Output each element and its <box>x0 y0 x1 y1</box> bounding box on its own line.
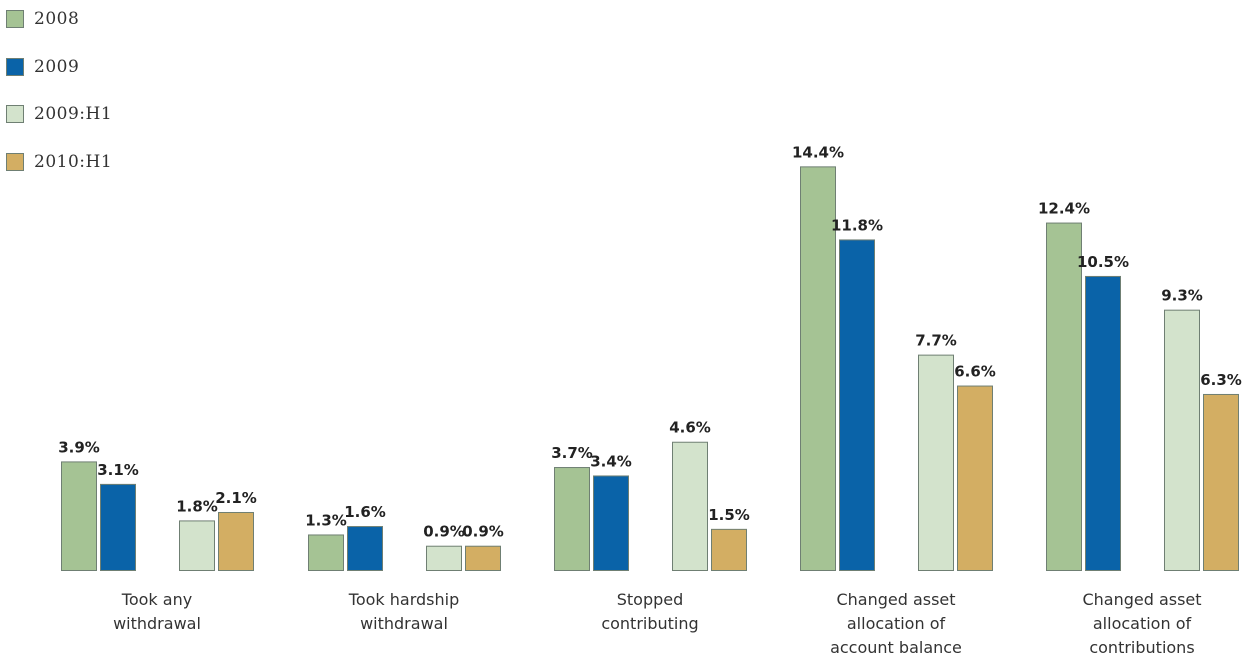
bar-value-label-2009-h1-cat1: 1.8% <box>176 497 218 515</box>
bar-2008-cat1 <box>61 461 97 571</box>
bar-2009-h1-cat1 <box>179 520 215 571</box>
bar-2009-cat4 <box>839 239 875 571</box>
bar-2010-h1-cat1 <box>218 511 254 571</box>
bar-value-label-2010-h1-cat1: 2.1% <box>215 489 257 507</box>
category-label-2: Took hardship withdrawal <box>348 590 459 633</box>
bar-2008-cat2 <box>308 534 344 571</box>
bar-2010-h1-cat4 <box>957 385 993 572</box>
bar-value-label-2009-cat1: 3.1% <box>97 461 139 479</box>
category-label-1: Took any withdrawal <box>113 590 201 633</box>
bar-2008-cat3 <box>554 467 590 571</box>
legend-label-2008: 2008 <box>34 9 80 29</box>
bar-2009-cat5 <box>1085 275 1121 571</box>
legend-swatch-2009 <box>6 57 24 76</box>
bar-2010-h1-cat2 <box>465 545 501 572</box>
bar-value-label-2008-cat1: 3.9% <box>58 438 100 456</box>
bar-value-label-2008-cat5: 12.4% <box>1038 200 1090 218</box>
legend-label-2009-h1: 2009:H1 <box>34 104 113 124</box>
bar-2008-cat5 <box>1046 222 1082 571</box>
bar-value-label-2008-cat4: 14.4% <box>792 143 844 161</box>
legend-item-2009-h1: 2009:H1 <box>6 101 112 127</box>
bar-value-label-2010-h1-cat5: 6.3% <box>1200 371 1242 389</box>
bar-value-label-2009-cat3: 3.4% <box>590 452 632 470</box>
bar-2009-h1-cat5 <box>1164 309 1200 571</box>
bar-2009-cat2 <box>347 526 383 571</box>
bar-2010-h1-cat5 <box>1203 393 1239 571</box>
category-label-5: Changed asset allocation of contributions <box>1082 590 1201 657</box>
bar-2010-h1-cat3 <box>711 528 747 571</box>
legend-label-2010-h1: 2010:H1 <box>34 151 113 172</box>
bar-value-label-2010-h1-cat2: 0.9% <box>462 523 504 541</box>
bar-value-label-2009-h1-cat3: 4.6% <box>669 419 711 437</box>
category-label-3: Stopped contributing <box>601 590 698 633</box>
legend-item-2008: 2008 <box>6 6 112 32</box>
bar-value-label-2010-h1-cat4: 6.6% <box>954 363 996 381</box>
legend-swatch-2008 <box>6 10 24 28</box>
category-label-3-line-2: contributing <box>601 614 698 633</box>
bar-value-label-2008-cat2: 1.3% <box>305 511 347 529</box>
category-label-3-line-1: Stopped <box>617 590 684 609</box>
legend-swatch-2009-h1 <box>6 105 24 123</box>
bar-value-label-2009-cat2: 1.6% <box>344 503 386 521</box>
bar-2009-cat1 <box>100 483 136 572</box>
category-label-5-line-2: allocation of <box>1093 614 1192 633</box>
bar-2008-cat4 <box>800 166 836 572</box>
bar-value-label-2009-cat5: 10.5% <box>1077 253 1129 271</box>
legend-swatch-2010-h1 <box>6 152 24 171</box>
legend-item-2010-h1: 2010:H1 <box>6 149 112 175</box>
bar-2009-h1-cat4 <box>918 354 954 571</box>
legend-item-2009: 2009 <box>6 54 112 80</box>
category-label-2-line-2: withdrawal <box>360 614 448 633</box>
bar-value-label-2009-cat4: 11.8% <box>831 216 883 234</box>
bar-value-label-2009-h1-cat4: 7.7% <box>915 332 957 350</box>
category-label-4-line-1: Changed asset <box>836 590 955 609</box>
category-label-4-line-3: account balance <box>830 638 962 657</box>
bar-value-label-2009-h1-cat5: 9.3% <box>1161 287 1203 305</box>
category-label-5-line-1: Changed asset <box>1082 590 1201 609</box>
category-label-4-line-2: allocation of <box>847 614 946 633</box>
bar-2009-cat3 <box>593 475 629 571</box>
legend-label-2009: 2009 <box>34 56 80 77</box>
bar-2009-h1-cat3 <box>672 441 708 571</box>
bar-2009-h1-cat2 <box>426 545 462 572</box>
chart-legend: 2008 2009 2009:H1 2010:H1 <box>6 6 112 196</box>
bar-value-label-2010-h1-cat3: 1.5% <box>708 506 750 524</box>
category-label-2-line-1: Took hardship <box>348 590 459 609</box>
category-label-1-line-1: Took any <box>121 590 192 609</box>
category-label-1-line-2: withdrawal <box>113 614 201 633</box>
bar-value-label-2008-cat3: 3.7% <box>551 444 593 462</box>
category-label-5-line-3: contributions <box>1089 638 1194 657</box>
bar-value-label-2009-h1-cat2: 0.9% <box>423 523 465 541</box>
category-label-4: Changed asset allocation of account balanc… <box>830 590 962 657</box>
